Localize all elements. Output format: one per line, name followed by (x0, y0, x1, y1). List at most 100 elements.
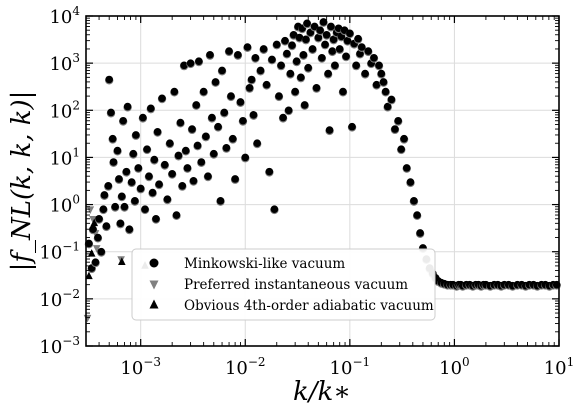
data-point (391, 125, 399, 133)
data-point (118, 192, 126, 201)
data-point (299, 51, 308, 59)
x-tick-label-base: 10 (330, 358, 353, 379)
data-point (286, 69, 295, 78)
data-point (147, 104, 155, 113)
data-point (131, 197, 139, 205)
y-tick-label-base: 10 (39, 290, 62, 311)
x-tick-label-base: 10 (544, 358, 567, 379)
plot-frame (85, 15, 560, 347)
data-point (339, 87, 347, 96)
legend-box (131, 248, 436, 321)
data-point (183, 164, 192, 172)
data-point (277, 61, 285, 70)
data-point (94, 233, 102, 242)
data-point (297, 73, 305, 82)
data-point (120, 202, 129, 211)
data-point (125, 225, 134, 234)
data-point (289, 30, 298, 39)
y-tick-label-base: 10 (49, 196, 72, 217)
data-point (206, 51, 214, 59)
data-point (180, 61, 188, 70)
data-point (172, 211, 181, 219)
x-tick-label-base: 10 (225, 358, 248, 379)
data-point (189, 176, 198, 185)
data-point (375, 61, 383, 70)
data-point (262, 80, 271, 89)
y-tick-label: 10−2 (39, 287, 80, 311)
data-point (197, 158, 206, 166)
data-point (176, 118, 185, 127)
data-point (150, 155, 159, 164)
data-point (222, 144, 231, 152)
data-point (383, 102, 392, 111)
data-point (370, 53, 378, 62)
y-tick-label: 100 (49, 193, 80, 217)
data-point (234, 51, 242, 59)
y-tick-label-exponent: 4 (72, 4, 80, 18)
data-point (129, 149, 138, 158)
data-point (99, 205, 108, 213)
x-tick-label-exponent: 0 (462, 355, 470, 369)
data-point (312, 83, 321, 92)
data-point (348, 122, 356, 131)
data-point (275, 92, 283, 100)
y-tick-label: 101 (49, 145, 80, 169)
data-points (83, 18, 561, 323)
x-tick-label-exponent: −1 (352, 355, 370, 369)
data-point (100, 191, 109, 199)
x-tick-label-base: 10 (120, 358, 143, 379)
data-point (251, 53, 260, 62)
data-point (310, 22, 319, 31)
data-point (211, 78, 220, 86)
data-point (308, 45, 317, 53)
data-point (89, 225, 97, 234)
y-tick-label-exponent: −3 (62, 334, 80, 348)
y-tick-label: 10−3 (39, 334, 80, 358)
data-point (105, 75, 114, 84)
data-point (174, 151, 183, 160)
data-point (102, 222, 111, 230)
data-point (329, 35, 338, 44)
x-tick-label: 100 (439, 355, 470, 379)
data-point (377, 69, 386, 78)
data-point (342, 52, 350, 61)
data-point (107, 108, 115, 117)
data-point (193, 141, 202, 150)
data-point (292, 57, 301, 65)
x-axis-title: k/k∗ (293, 377, 351, 407)
data-point (410, 197, 418, 205)
data-point (123, 102, 132, 111)
data-point (318, 53, 326, 62)
x-tick-labels: 10−3 10−2 10−1 100 101 (120, 355, 574, 379)
data-point (361, 69, 369, 78)
x-tick-label: 101 (544, 355, 575, 379)
data-point (335, 45, 344, 53)
data-point (199, 87, 208, 96)
data-point (268, 55, 276, 64)
x-tick-label: 10−1 (330, 355, 371, 379)
data-point (152, 214, 160, 223)
data-point (303, 19, 311, 28)
data-point (357, 43, 366, 51)
data-point (400, 134, 408, 143)
data-point (195, 57, 203, 65)
data-point (249, 111, 258, 119)
data-point (236, 98, 245, 106)
data-point (111, 202, 119, 211)
data-point (346, 29, 354, 38)
data-point (231, 175, 239, 183)
data-point (136, 184, 145, 193)
data-point (145, 172, 153, 180)
data-point (372, 80, 381, 89)
data-point (97, 247, 106, 256)
data-point (85, 239, 93, 248)
data-point (245, 83, 254, 92)
y-tick-label-base: 10 (49, 7, 72, 28)
legend-marker (149, 280, 159, 290)
legend-items: Minkowski-like vacuum Preferred instantan… (149, 256, 434, 314)
data-point (220, 108, 229, 117)
data-point (178, 182, 187, 190)
data-point (204, 172, 212, 180)
